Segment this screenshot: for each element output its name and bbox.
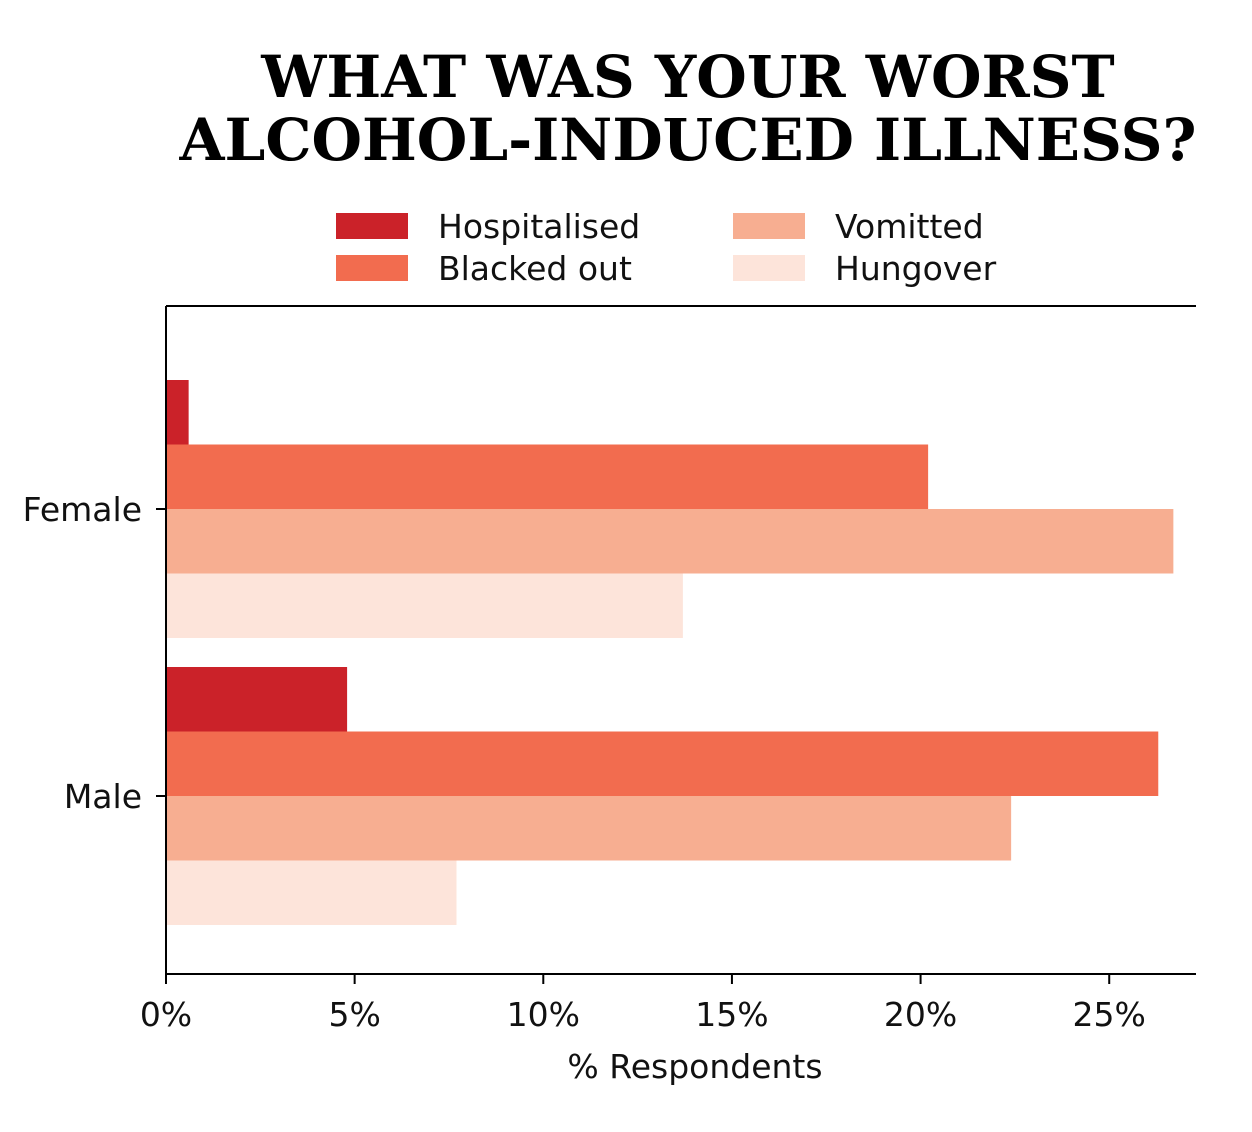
bar-female-hungover <box>166 573 683 638</box>
legend-label-vomitted: Vomitted <box>835 207 984 246</box>
bars-group <box>166 380 1174 925</box>
bar-male-vomitted <box>166 796 1012 861</box>
chart-title-line-1: WHAT WAS YOUR WORST <box>260 43 1114 111</box>
bar-male-hospitalised <box>166 667 348 732</box>
x-tick-label: 25% <box>1073 995 1146 1034</box>
x-tick-label: 0% <box>140 995 192 1034</box>
legend-swatch-hungover <box>733 255 805 281</box>
x-tick-label: 5% <box>328 995 380 1034</box>
x-tick-label: 20% <box>884 995 957 1034</box>
x-axis-label: % Respondents <box>567 1047 822 1086</box>
legend-label-hungover: Hungover <box>835 249 997 288</box>
axes-group: 0% 5% 10% 15% 20% 25% Female Male <box>23 305 1196 1034</box>
bar-female-blacked-out <box>166 444 929 509</box>
x-tick-label: 10% <box>507 995 580 1034</box>
chart-title-line-2: ALCOHOL-INDUCED ILLNESS? <box>179 106 1197 174</box>
legend-label-hospitalised: Hospitalised <box>438 207 640 246</box>
bar-male-blacked-out <box>166 731 1159 796</box>
y-tick-label-male: Male <box>64 777 142 816</box>
legend-label-blacked-out: Blacked out <box>438 249 632 288</box>
bar-female-vomitted <box>166 509 1174 574</box>
x-tick-label: 15% <box>695 995 768 1034</box>
bar-female-hospitalised <box>166 380 189 445</box>
bar-male-hungover <box>166 860 457 925</box>
legend-swatch-hospitalised <box>336 213 408 239</box>
legend-swatch-blacked-out <box>336 255 408 281</box>
legend-swatch-vomitted <box>733 213 805 239</box>
y-tick-label-female: Female <box>23 490 142 529</box>
